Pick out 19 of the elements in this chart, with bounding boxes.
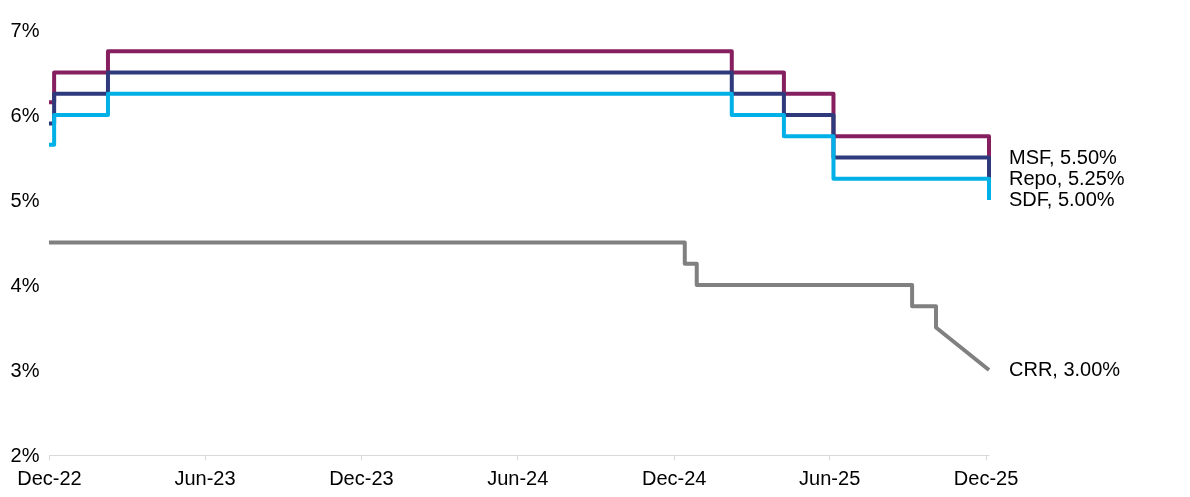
- y-tick-label: 7%: [10, 18, 40, 41]
- x-tick-label: Jun-23: [174, 466, 236, 489]
- x-tick-label: Jun-25: [799, 466, 861, 489]
- x-tick-label: Dec-23: [329, 466, 394, 489]
- x-tick-label: Dec-25: [953, 466, 1019, 489]
- x-tick-label: Dec-24: [641, 466, 707, 489]
- line-series: [47, 91, 991, 202]
- x-tick-label: Jun-24: [487, 466, 549, 489]
- y-tick-label: 5%: [10, 188, 40, 211]
- y-tick-label: 4%: [10, 273, 40, 296]
- series-label: CRR, 3.00%: [1009, 358, 1121, 380]
- line-series: [47, 240, 991, 372]
- series-label: Repo, 5.25%: [1009, 166, 1125, 189]
- y-tick-label: 6%: [10, 103, 40, 126]
- y-tick-label: 2%: [10, 443, 40, 466]
- series-label: SDF, 5.00%: [1009, 188, 1115, 210]
- x-tick-label: Dec-22: [17, 466, 82, 489]
- y-tick-label: 3%: [10, 358, 40, 381]
- series-label: MSF, 5.50%: [1009, 145, 1118, 168]
